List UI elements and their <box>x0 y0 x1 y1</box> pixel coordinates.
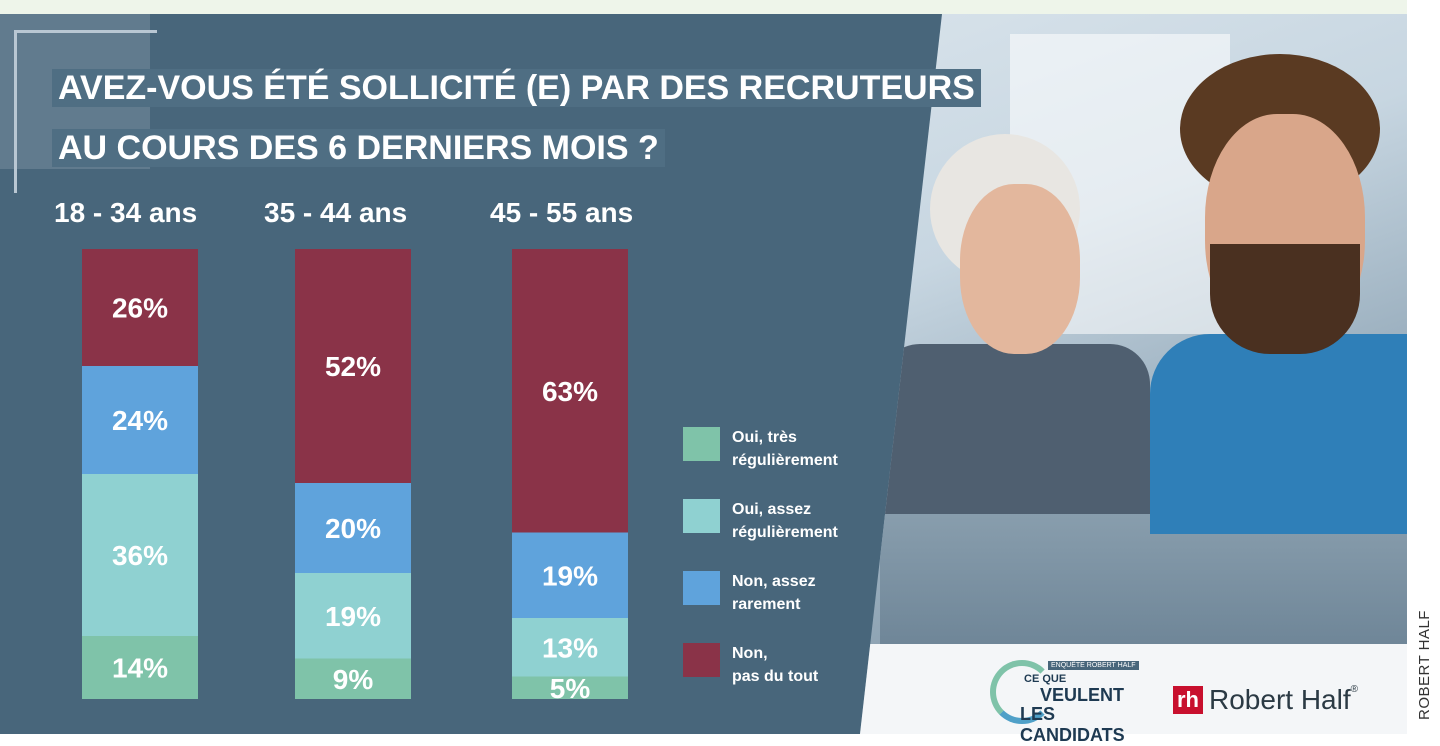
legend-swatch-oui-tres <box>683 427 720 461</box>
bar-segment-2-non-assez <box>295 483 411 573</box>
bar-segment-2-oui-tres <box>295 658 411 699</box>
data-label-1-non-pas: 26% <box>112 293 168 324</box>
legend-swatch-non-pas <box>683 643 720 677</box>
legend-item-non-pas: Non, pas du tout <box>683 642 882 688</box>
legend-item-oui-tres: Oui, très régulièrement <box>683 426 882 472</box>
logo-veulent: VEULENT <box>1040 685 1125 705</box>
legend-item-oui-assez: Oui, assez régulièrement <box>683 498 882 544</box>
bar-segment-2-oui-assez <box>295 573 411 659</box>
chart-title-line2: AU COURS DES 6 DERNIERS MOIS ? <box>52 129 665 167</box>
office-photo <box>860 14 1407 734</box>
group-label-18-34: 18 - 34 ans <box>54 197 198 228</box>
bar-segment-3-oui-tres <box>512 676 628 699</box>
legend-swatch-non-assez <box>683 571 720 605</box>
bar-segment-1-oui-assez <box>82 474 198 636</box>
data-label-3-non-assez: 19% <box>542 560 598 591</box>
data-label-3-non-pas: 63% <box>542 376 598 407</box>
legend-label-non-pas: Non, pas du tout <box>732 645 819 685</box>
robert-half-logo: rh Robert Half® <box>1173 684 1358 716</box>
logo-enquete-label: ENQUÊTE ROBERT HALF <box>1048 661 1139 670</box>
bar-segment-1-oui-tres <box>82 636 198 699</box>
legend-label-oui-tres: Oui, très régulièrement <box>732 429 838 469</box>
data-label-2-non-pas: 52% <box>325 351 381 382</box>
ce-que-veulent-les-candidats-logo: ENQUÊTE ROBERT HALF CE QUE VEULENT LES C… <box>990 656 1150 745</box>
legend-label-oui-assez: Oui, assez régulièrement <box>732 501 838 541</box>
top-strip <box>0 0 1407 14</box>
data-label-1-oui-tres: 14% <box>112 653 168 684</box>
logo-ring-icon <box>990 660 1054 724</box>
bar-segment-3-oui-assez <box>512 618 628 677</box>
legend-label-non-assez: Non, assez rarement <box>732 573 816 613</box>
infographic-panel <box>0 14 1407 734</box>
decorative-frame <box>14 30 157 193</box>
photo-credit: ROBERT HALF <box>1416 610 1433 720</box>
legend-swatch-oui-assez <box>683 499 720 533</box>
group-label-45-55: 45 - 55 ans <box>490 197 634 228</box>
logo-ce-que: CE QUE <box>1024 673 1067 685</box>
bar-segment-3-non-pas <box>512 249 628 533</box>
data-label-1-oui-assez: 36% <box>112 540 168 571</box>
chart-title: AVEZ-VOUS ÉTÉ SOLLICITÉ (E) PAR DES RECR… <box>52 58 981 178</box>
data-label-2-non-assez: 20% <box>325 513 381 544</box>
robert-half-name: Robert Half® <box>1209 684 1358 715</box>
legend-item-non-assez: Non, assez rarement <box>683 570 882 616</box>
bar-segment-1-non-pas <box>82 249 198 366</box>
bar-segment-2-non-pas <box>295 249 411 483</box>
group-label-35-44: 35 - 44 ans <box>264 197 408 228</box>
data-label-2-oui-tres: 9% <box>333 664 374 695</box>
bar-segment-3-non-assez <box>512 532 628 618</box>
rh-mark: rh <box>1173 686 1203 714</box>
data-label-2-oui-assez: 19% <box>325 601 381 632</box>
bar-segment-1-non-assez <box>82 366 198 474</box>
chart-title-line1: AVEZ-VOUS ÉTÉ SOLLICITÉ (E) PAR DES RECR… <box>52 69 981 107</box>
data-label-1-non-assez: 24% <box>112 405 168 436</box>
data-label-3-oui-tres: 5% <box>550 673 591 704</box>
data-label-3-oui-assez: 13% <box>542 632 598 663</box>
logo-les-candidats: LES CANDIDATS <box>1020 704 1125 745</box>
